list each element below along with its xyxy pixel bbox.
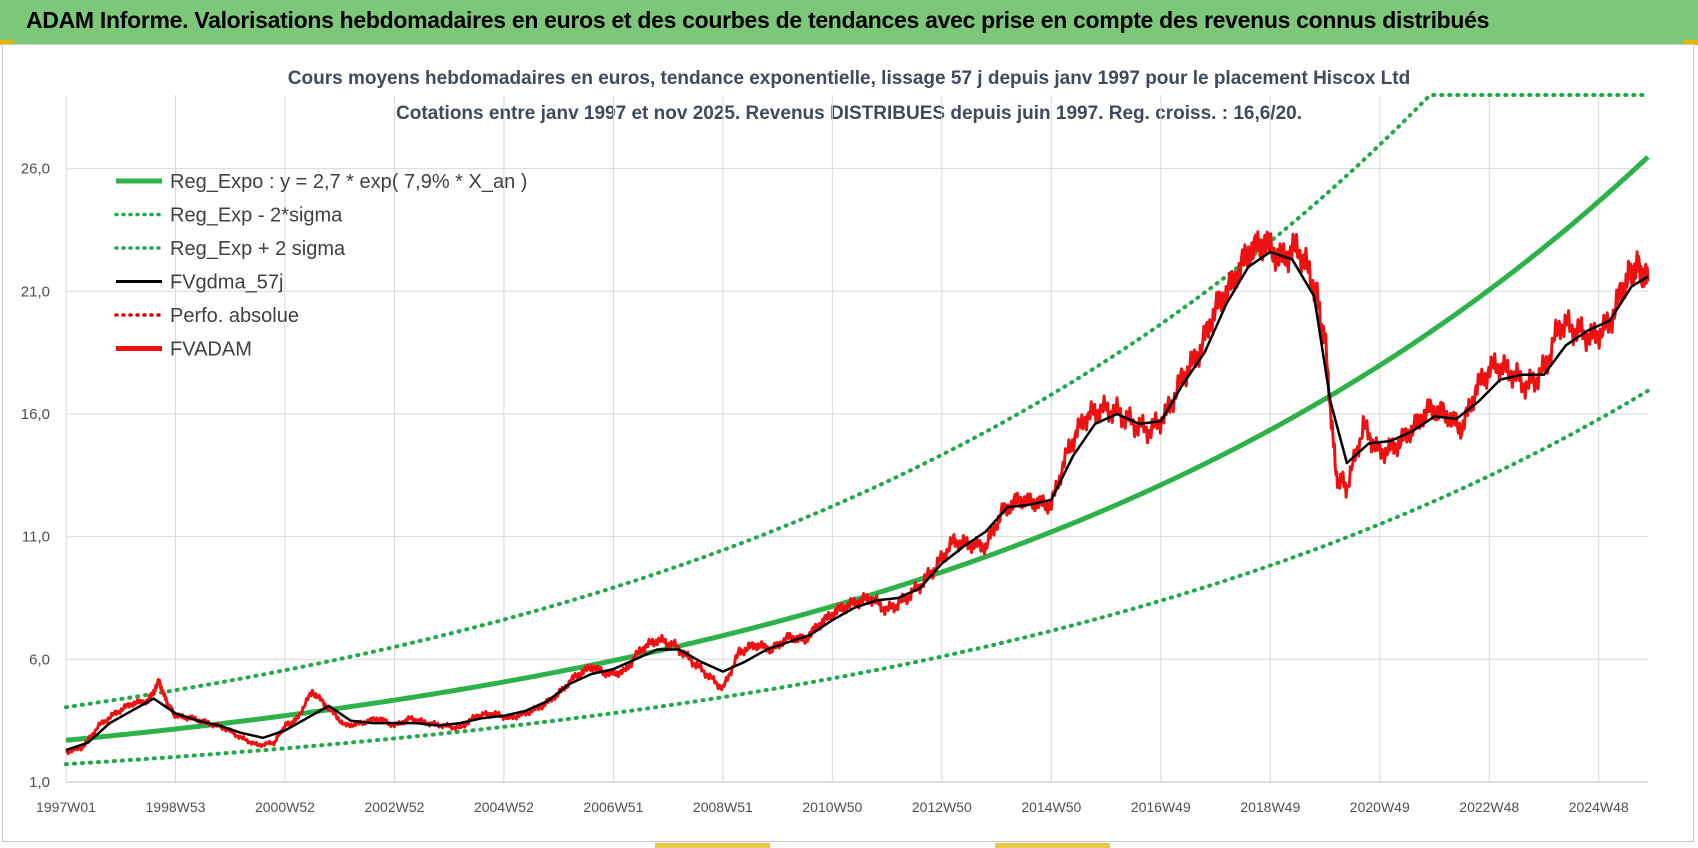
x-tick-label: 1998W53	[146, 799, 206, 815]
legend-label: FVADAM	[170, 339, 252, 361]
x-tick-label: 2022W48	[1459, 799, 1519, 815]
y-tick-label: 1,0	[29, 774, 50, 791]
bottom-tab-1	[655, 843, 770, 848]
chart-frame	[2, 44, 1694, 842]
y-axis: 1,0 6,0 11,0 16,0 21,0 26,0	[21, 161, 50, 791]
x-axis: 1997W01 1998W53 2000W52 2002W52 2004W52 2006W…	[36, 781, 1648, 815]
y-tick-label: 21,0	[21, 283, 50, 300]
bottom-tab-2	[995, 843, 1110, 848]
x-tick-label: 1997W01	[36, 799, 96, 815]
y-tick-label: 6,0	[29, 651, 50, 668]
x-tick-label: 2006W51	[583, 799, 643, 815]
x-tick-label: 2002W52	[364, 799, 424, 815]
x-tick-label: 2008W51	[693, 799, 753, 815]
x-tick-label: 2012W50	[912, 799, 972, 815]
legend: Reg_Expo : y = 2,7 * exp( 7,9% * X_an ) R…	[114, 171, 527, 361]
x-tick-label: 2020W49	[1350, 799, 1410, 815]
x-tick-label: 2018W49	[1240, 799, 1300, 815]
x-tick-label: 2010W50	[802, 799, 862, 815]
y-tick-label: 16,0	[21, 406, 50, 423]
legend-label: Reg_Expo : y = 2,7 * exp( 7,9% * X_an )	[170, 171, 527, 193]
x-tick-label: 2024W48	[1569, 799, 1629, 815]
grid	[65, 95, 1648, 783]
x-tick-label: 2016W49	[1131, 799, 1191, 815]
reg-exp-minus-2sigma-line	[64, 388, 1650, 767]
x-tick-label: 2000W52	[255, 799, 315, 815]
chart-subtitle: Cotations entre janv 1997 et nov 2025. R…	[396, 103, 1302, 124]
chart-title: Cours moyens hebdomadaires en euros, ten…	[287, 68, 1411, 89]
y-tick-label: 26,0	[21, 161, 50, 178]
fvgdma-57j-line	[65, 250, 1649, 752]
legend-label: Perfo. absolue	[170, 305, 299, 327]
corner-mark-left	[0, 40, 14, 45]
x-tick-label: 2014W50	[1021, 799, 1081, 815]
fvadam-line	[65, 230, 1650, 756]
legend-label: Reg_Exp + 2 sigma	[170, 238, 346, 260]
top-banner: ADAM Informe. Valorisations hebdomadaire…	[0, 0, 1698, 44]
legend-label: FVgdma_57j	[170, 272, 283, 294]
corner-mark-right	[1684, 40, 1698, 45]
banner-title: ADAM Informe. Valorisations hebdomadaire…	[26, 7, 1490, 33]
series-layer	[64, 93, 1650, 767]
x-tick-label: 2004W52	[474, 799, 534, 815]
y-tick-label: 11,0	[22, 529, 50, 546]
legend-label: Reg_Exp - 2*sigma	[170, 205, 343, 227]
